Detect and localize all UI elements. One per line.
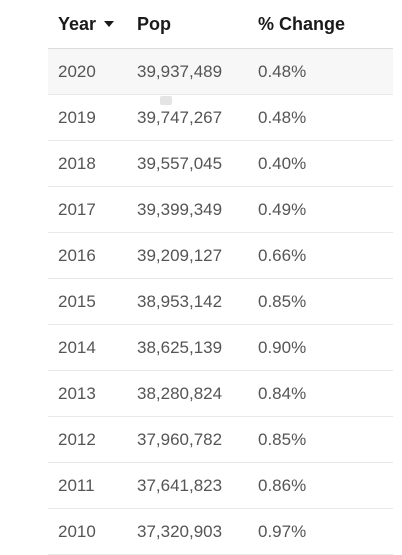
year-cell: 2011 — [48, 476, 137, 496]
year-cell: 2010 — [48, 522, 137, 542]
pop-cell: 39,209,127 — [137, 246, 258, 266]
table-row: 2012 37,960,782 0.85% — [48, 417, 393, 463]
pop-cell: 37,641,823 — [137, 476, 258, 496]
change-cell: 0.85% — [258, 430, 393, 450]
change-cell: 0.40% — [258, 154, 393, 174]
pop-cell: 39,557,045 — [137, 154, 258, 174]
year-cell: 2015 — [48, 292, 137, 312]
table-row: 2011 37,641,823 0.86% — [48, 463, 393, 509]
change-cell: 0.84% — [258, 384, 393, 404]
change-cell: 0.86% — [258, 476, 393, 496]
table-row: 2014 38,625,139 0.90% — [48, 325, 393, 371]
table-row: 2015 38,953,142 0.85% — [48, 279, 393, 325]
pop-cell: 38,280,824 — [137, 384, 258, 404]
population-table: Year Pop % Change 2020 39,937,489 0.48% 201… — [48, 0, 393, 555]
change-cell: 0.48% — [258, 108, 393, 128]
change-cell: 0.66% — [258, 246, 393, 266]
change-cell: 0.97% — [258, 522, 393, 542]
year-cell: 2018 — [48, 154, 137, 174]
table-row: 2013 38,280,824 0.84% — [48, 371, 393, 417]
pop-cell: 39,747,267 — [137, 108, 258, 128]
change-column-header[interactable]: % Change — [258, 14, 393, 35]
pop-column-header[interactable]: Pop — [137, 14, 258, 35]
year-cell: 2017 — [48, 200, 137, 220]
table-row: 2020 39,937,489 0.48% — [48, 49, 393, 95]
table-row: 2017 39,399,349 0.49% — [48, 187, 393, 233]
change-cell: 0.49% — [258, 200, 393, 220]
table-row: 2010 37,320,903 0.97% — [48, 509, 393, 555]
pop-cell: 39,937,489 — [137, 62, 258, 82]
change-cell: 0.90% — [258, 338, 393, 358]
year-cell: 2019 — [48, 108, 137, 128]
pop-cell: 37,320,903 — [137, 522, 258, 542]
table-row: 2016 39,209,127 0.66% — [48, 233, 393, 279]
caret-down-icon[interactable] — [104, 21, 114, 27]
year-cell: 2013 — [48, 384, 137, 404]
pop-cell: 39,399,349 — [137, 200, 258, 220]
year-cell: 2020 — [48, 62, 137, 82]
change-cell: 0.48% — [258, 62, 393, 82]
cursor-artifact — [160, 96, 172, 105]
year-cell: 2014 — [48, 338, 137, 358]
pop-cell: 38,625,139 — [137, 338, 258, 358]
year-column-header[interactable]: Year — [48, 14, 137, 35]
table-row: 2018 39,557,045 0.40% — [48, 141, 393, 187]
year-header-label[interactable]: Year — [58, 14, 96, 35]
year-cell: 2016 — [48, 246, 137, 266]
pop-cell: 37,960,782 — [137, 430, 258, 450]
pop-cell: 38,953,142 — [137, 292, 258, 312]
change-cell: 0.85% — [258, 292, 393, 312]
table-header: Year Pop % Change — [48, 0, 393, 49]
table-row: 2019 39,747,267 0.48% — [48, 95, 393, 141]
year-cell: 2012 — [48, 430, 137, 450]
